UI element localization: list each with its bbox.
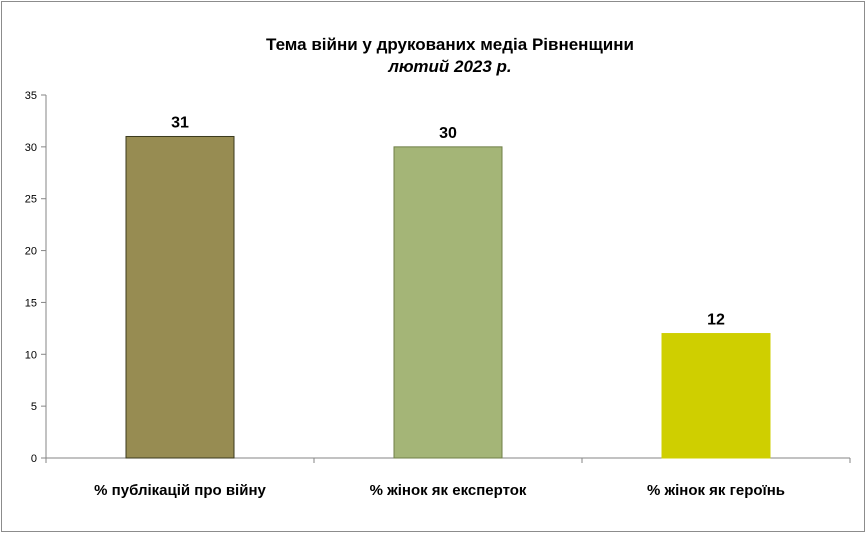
y-tick-label: 35 <box>25 90 37 102</box>
y-tick-label: 0 <box>31 453 37 465</box>
category-label: % жінок як героїнь <box>647 482 785 499</box>
y-tick-label: 25 <box>25 194 37 206</box>
bar <box>125 135 235 459</box>
category-label: % публікацій про війну <box>94 482 266 499</box>
chart-title-block: Тема війни у друкованих медіа Рівненщини… <box>0 34 868 78</box>
data-label: 30 <box>439 125 457 142</box>
bar <box>393 146 503 459</box>
bar <box>661 333 771 459</box>
y-tick-label: 5 <box>31 401 37 413</box>
y-tick-label: 15 <box>25 297 37 309</box>
data-label: 12 <box>707 312 725 329</box>
chart-subtitle: лютий 2023 р. <box>388 57 512 76</box>
y-tick-label: 10 <box>25 349 37 361</box>
data-label: 31 <box>171 114 189 131</box>
chart-title: Тема війни у друкованих медіа Рівненщини <box>266 35 634 54</box>
category-label: % жінок як експерток <box>370 482 527 499</box>
y-tick-label: 30 <box>25 142 37 154</box>
y-tick-label: 20 <box>25 246 37 258</box>
